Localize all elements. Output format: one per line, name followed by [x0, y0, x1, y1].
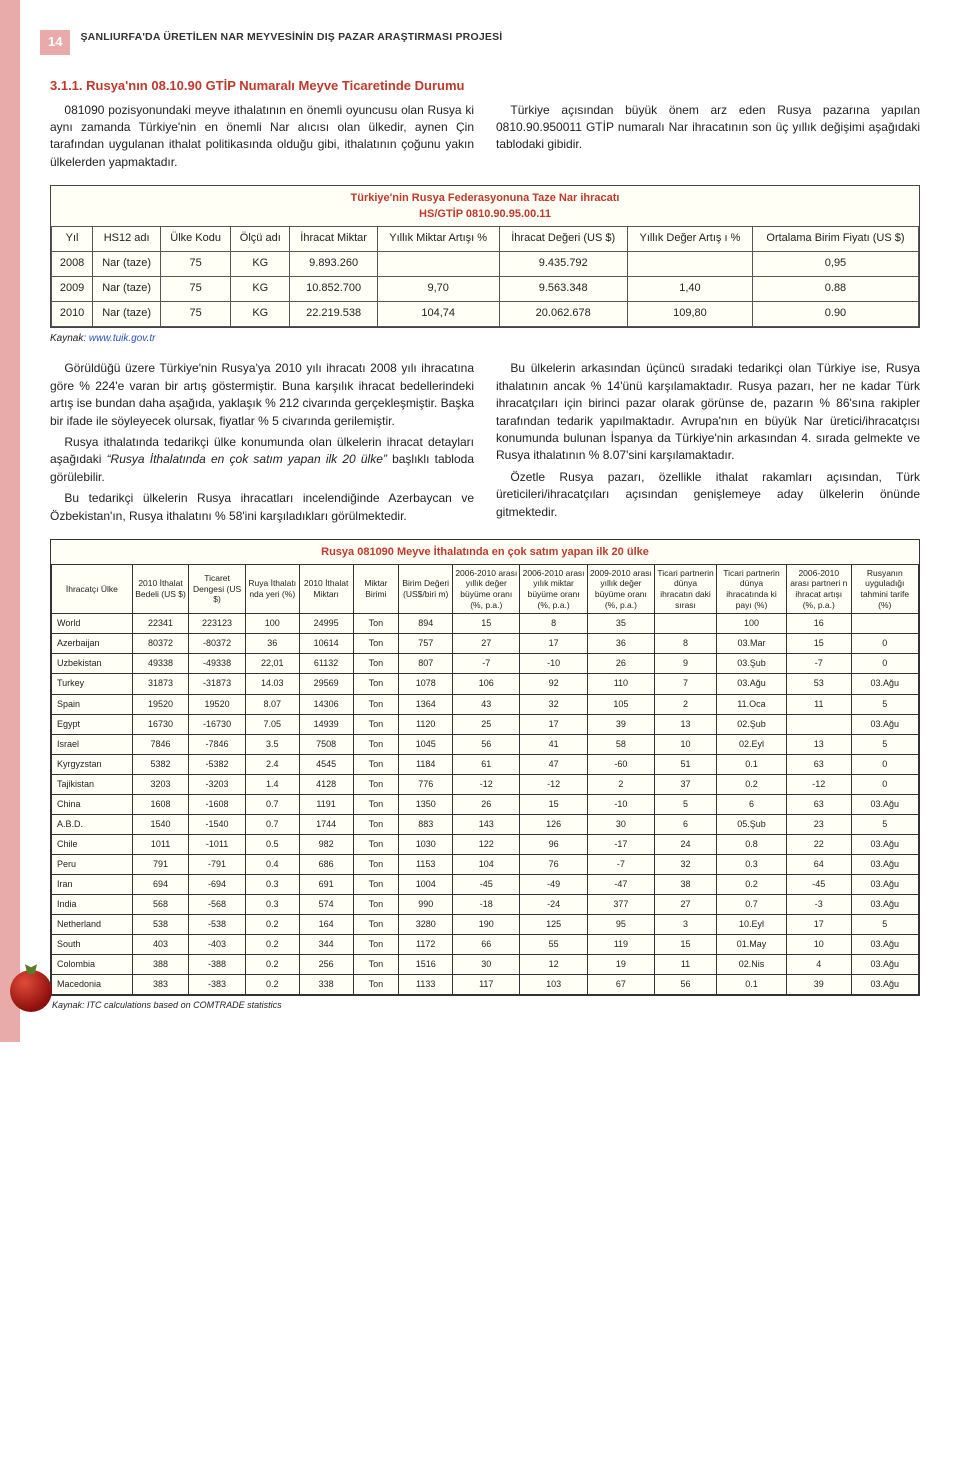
table1-wrap: Türkiye'nin Rusya Federasyonuna Taze Nar… [50, 185, 920, 328]
table2-header: Birim Değeri (US$/biri m) [399, 564, 453, 614]
mid-p3: Bu tedarikçi ülkelerin Rusya ihracatları… [50, 490, 474, 525]
table2-header: 2010 İthalat Miktarı [299, 564, 353, 614]
pomegranate-icon [10, 970, 52, 1012]
table-row: South403-4030.2344Ton117266551191501.May… [52, 935, 919, 955]
page-header: 14 ŞANLIURFA'DA ÜRETİLEN NAR MEYVESİNİN … [50, 30, 920, 55]
table-row: Tajikistan3203-32031.44128Ton776-12-1223… [52, 774, 919, 794]
table1: YılHS12 adıÜlke KoduÖlçü adıİhracat Mikt… [51, 226, 919, 327]
table-row: Iran694-6940.3691Ton1004-45-49-47380.2-4… [52, 874, 919, 894]
table-row: Israel7846-78463.57508Ton10455641581002.… [52, 734, 919, 754]
table2-header: Ruya İthalatı nda yeri (%) [245, 564, 299, 614]
table2-header: 2006-2010 arası yıllık değer büyüme oran… [453, 564, 520, 614]
table1-header: Yıl [52, 227, 93, 252]
table2-header: 2009-2010 arası yıllık değer büyüme oran… [587, 564, 654, 614]
table2-header: Ticaret Dengesi (US $) [189, 564, 246, 614]
table1-header: HS12 adı [93, 227, 161, 252]
table-row: A.B.D.1540-15400.71744Ton88314312630605.… [52, 814, 919, 834]
table2-header: Ticari partnerin dünya ihracatında ki pa… [716, 564, 786, 614]
table2-header: 2006-2010 arası partneri n ihracat artış… [786, 564, 851, 614]
table-row: Netherland538-5380.2164Ton32801901259531… [52, 915, 919, 935]
table-row: Kyrgyzstan5382-53822.44545Ton11846147-60… [52, 754, 919, 774]
table-row: China1608-16080.71191Ton13502615-1056630… [52, 794, 919, 814]
table2-title: Rusya 081090 Meyve İthalatında en çok sa… [51, 540, 919, 564]
intro-text: 081090 pozisyonundaki meyve ithalatının … [50, 102, 920, 172]
table-row: Colombia388-3880.2256Ton15163012191102.N… [52, 955, 919, 975]
table-row: Uzbekistan49338-4933822,0161132Ton807-7-… [52, 654, 919, 674]
table2-header: Rusyanın uyguladığı tahmini tarife (%) [851, 564, 918, 614]
report-title: ŞANLIURFA'DA ÜRETİLEN NAR MEYVESİNİN DIŞ… [80, 30, 502, 45]
table-row: India568-5680.3574Ton990-18-24377270.7-3… [52, 894, 919, 914]
page-number: 14 [40, 30, 70, 55]
table-row: 2010Nar (taze)75KG22.219.538104,7420.062… [52, 301, 919, 326]
table1-header: Yıllık Miktar Artışı % [377, 227, 499, 252]
intro-p1: 081090 pozisyonundaki meyve ithalatının … [50, 102, 474, 172]
table-row: Macedonia383-3830.2338Ton113311710367560… [52, 975, 919, 995]
table2-header: 2006-2010 arası yılık miktar büyüme oran… [520, 564, 587, 614]
table-row: Spain19520195208.0714306Ton1364433210521… [52, 694, 919, 714]
table2-header: İhracatçı Ülke [52, 564, 133, 614]
table1-header: Ortalama Birim Fiyatı (US $) [752, 227, 918, 252]
table-row: Peru791-7910.4686Ton115310476-7320.36403… [52, 854, 919, 874]
table1-header: İhracat Değeri (US $) [499, 227, 627, 252]
table1-header: Yıllık Değer Artış ı % [627, 227, 752, 252]
source-link[interactable]: www.tuik.gov.tr [89, 333, 156, 344]
mid-p5: Özetle Rusya pazarı, özellikle ithalat r… [496, 469, 920, 521]
table1-header: Ülke Kodu [161, 227, 231, 252]
table1-title: Türkiye'nin Rusya Federasyonuna Taze Nar… [51, 186, 919, 226]
table2-header: 2010 İthalat Bedeli (US $) [132, 564, 189, 614]
table2-wrap: Rusya 081090 Meyve İthalatında en çok sa… [50, 539, 920, 996]
side-accent [0, 0, 20, 1042]
table1-header: İhracat Miktar [290, 227, 377, 252]
table-row: Azerbaijan80372-803723610614Ton757271736… [52, 634, 919, 654]
table-row: 2008Nar (taze)75KG9.893.2609.435.7920,95 [52, 252, 919, 277]
table2-header: Miktar Birimi [353, 564, 399, 614]
table-row: Egypt16730-167307.0514939Ton112025173913… [52, 714, 919, 734]
table-row: Chile1011-10110.5982Ton103012296-17240.8… [52, 834, 919, 854]
mid-text: Görüldüğü üzere Türkiye'nin Rusya'ya 201… [50, 360, 920, 527]
table2-source: Kaynak: ITC calculations based on COMTRA… [52, 999, 920, 1012]
table1-source: Kaynak: www.tuik.gov.tr [50, 332, 920, 347]
mid-p4: Bu ülkelerin arkasından üçüncü sıradaki … [496, 360, 920, 464]
table-row: Turkey31873-3187314.0329569Ton1078106921… [52, 674, 919, 694]
section-heading: 3.1.1. Rusya'nın 08.10.90 GTİP Numaralı … [50, 77, 920, 96]
table2: İhracatçı Ülke2010 İthalat Bedeli (US $)… [51, 564, 919, 995]
mid-p1: Görüldüğü üzere Türkiye'nin Rusya'ya 201… [50, 360, 474, 430]
intro-p2: Türkiye açısından büyük önem arz eden Ru… [496, 102, 920, 154]
table-row: World2234122312310024995Ton8941583510016 [52, 614, 919, 634]
table2-header: Ticari partnerin dünya ihracatın daki sı… [655, 564, 717, 614]
table-row: 2009Nar (taze)75KG10.852.7009,709.563.34… [52, 277, 919, 302]
table1-header: Ölçü adı [231, 227, 290, 252]
mid-p2: Rusya ithalatında tedarikçi ülke konumun… [50, 434, 474, 486]
